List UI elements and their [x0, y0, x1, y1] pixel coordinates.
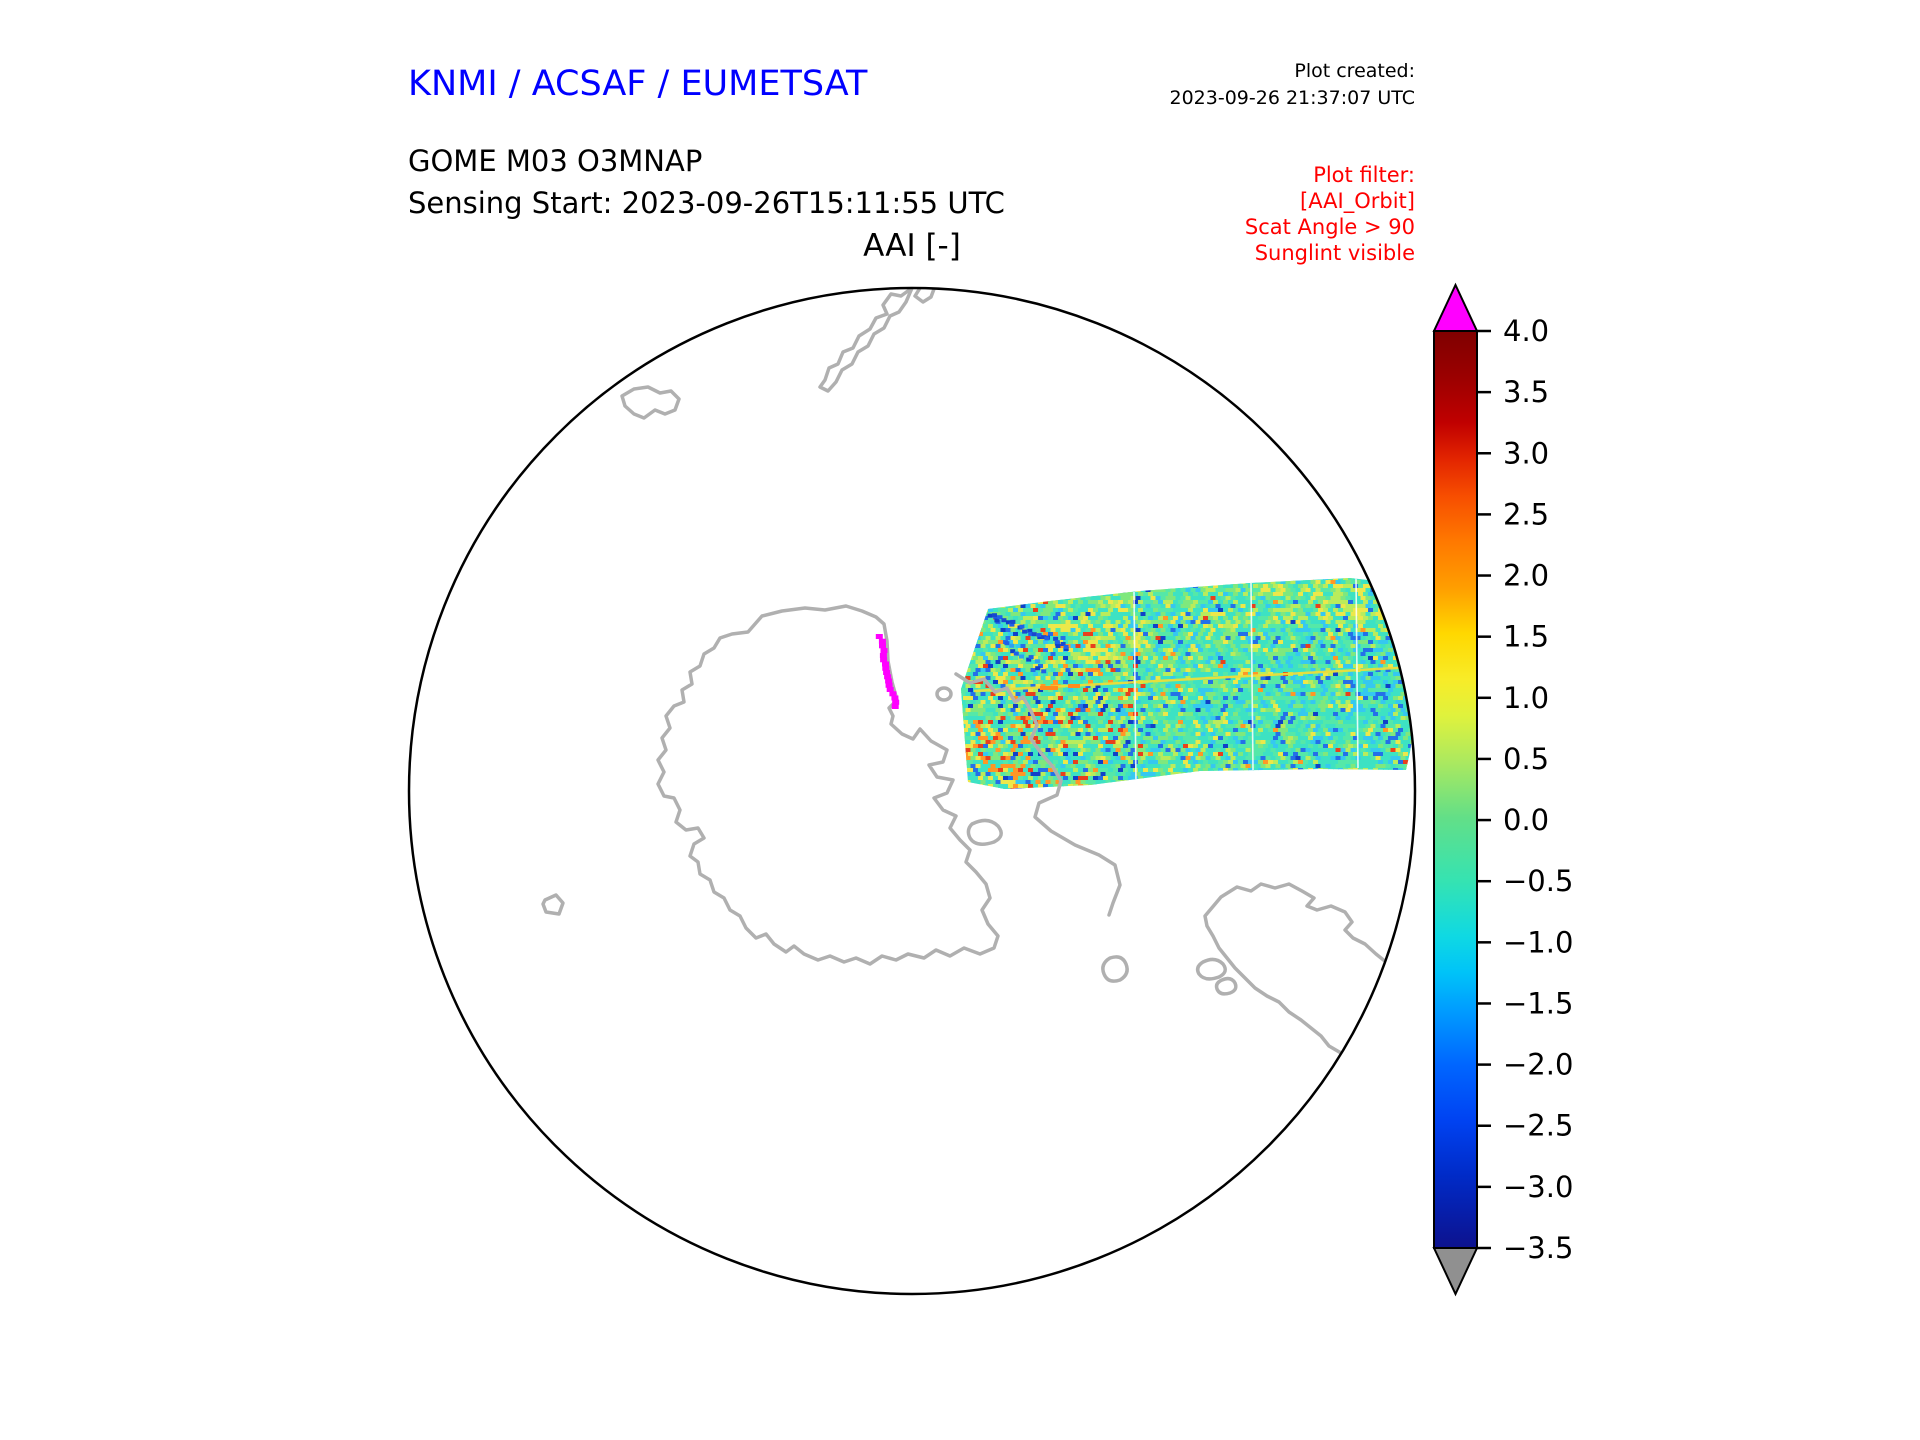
plot-created-value: 2023-09-26 21:37:07 UTC — [1169, 87, 1416, 109]
product-title: GOME M03 O3MNAP — [408, 144, 703, 178]
coastline-island-near-peninsula — [935, 686, 953, 702]
colorbar-tick-label: −1.5 — [1503, 986, 1573, 1020]
page-title: KNMI / ACSAF / EUMETSAT — [408, 64, 868, 104]
polar-map — [407, 286, 1417, 1296]
coastline-subantarctic-island-a — [593, 363, 620, 387]
colorbar-tick-label: 1.5 — [1503, 620, 1549, 654]
colorbar-tick-label: −3.0 — [1503, 1170, 1573, 1204]
colorbar-tick-label: −3.5 — [1503, 1231, 1573, 1265]
plot-filter-line: Scat Angle > 90 — [1244, 215, 1415, 239]
coastline-south-america-tip — [1203, 882, 1399, 1055]
colorbar-tick-label: −1.0 — [1503, 925, 1573, 959]
coastline-small-island-west — [541, 893, 565, 916]
colorbar: 4.0 3.5 3.0 2.5 2.0 1.5 1.0 0.5 0.0 −0.5 −1.0 −1.5 −… — [1432, 282, 1573, 1297]
coastline-fuegian-island-1 — [1195, 957, 1227, 981]
colorbar-tick-label: 3.5 — [1503, 375, 1549, 409]
colorbar-tick-label: −0.5 — [1503, 864, 1573, 898]
colorbar-tick-label: −2.0 — [1503, 1048, 1573, 1082]
flagged-pixel-streak — [875, 634, 900, 709]
coastline-subantarctic-island-b — [620, 385, 681, 420]
plot-filter-block: Plot filter: [AAI_Orbit] Scat Angle > 90 Su… — [1245, 162, 1415, 266]
aai-data-swath — [961, 578, 1414, 789]
plot-filter-line: [AAI_Orbit] — [1300, 189, 1415, 213]
colorbar-under-arrow — [1432, 1247, 1479, 1297]
plot-created-block: Plot created: 2023-09-26 21:37:07 UTC — [1170, 58, 1416, 112]
colorbar-tick-label: 0.0 — [1503, 803, 1549, 837]
plot-filter-line: Sunglint visible — [1254, 241, 1415, 265]
coastline-new-zealand-north-fragment — [913, 289, 936, 304]
colorbar-tick-label: 0.5 — [1503, 742, 1549, 776]
colorbar-tick-label: 1.0 — [1503, 681, 1549, 715]
sensing-start-label: Sensing Start: 2023-09-26T15:11:55 UTC — [408, 186, 1005, 220]
coastline-alexander-island — [966, 818, 1003, 846]
plot-created-label: Plot created: — [1294, 60, 1415, 82]
colorbar-tick-label: 2.0 — [1503, 559, 1549, 593]
coastline-antarctica-mainland — [656, 604, 1000, 966]
coastline-island-south-of-peninsula — [1101, 955, 1129, 983]
colorbar-gradient — [1433, 330, 1478, 1249]
map-title: AAI [-] — [863, 228, 961, 264]
colorbar-tick-label: 2.5 — [1503, 497, 1549, 531]
plot-filter-line: Plot filter: — [1313, 163, 1415, 187]
colorbar-tick-label: −2.5 — [1503, 1109, 1573, 1143]
colorbar-over-arrow — [1432, 282, 1479, 332]
coastline-new-zealand-south-island — [818, 289, 914, 393]
coastline-peninsula-weddell — [954, 672, 1122, 917]
colorbar-tick-label: 4.0 — [1503, 314, 1549, 348]
map-boundary-circle — [407, 286, 1417, 1296]
colorbar-tick-label: 3.0 — [1503, 436, 1549, 470]
coastline-fuegian-island-2 — [1214, 976, 1238, 996]
